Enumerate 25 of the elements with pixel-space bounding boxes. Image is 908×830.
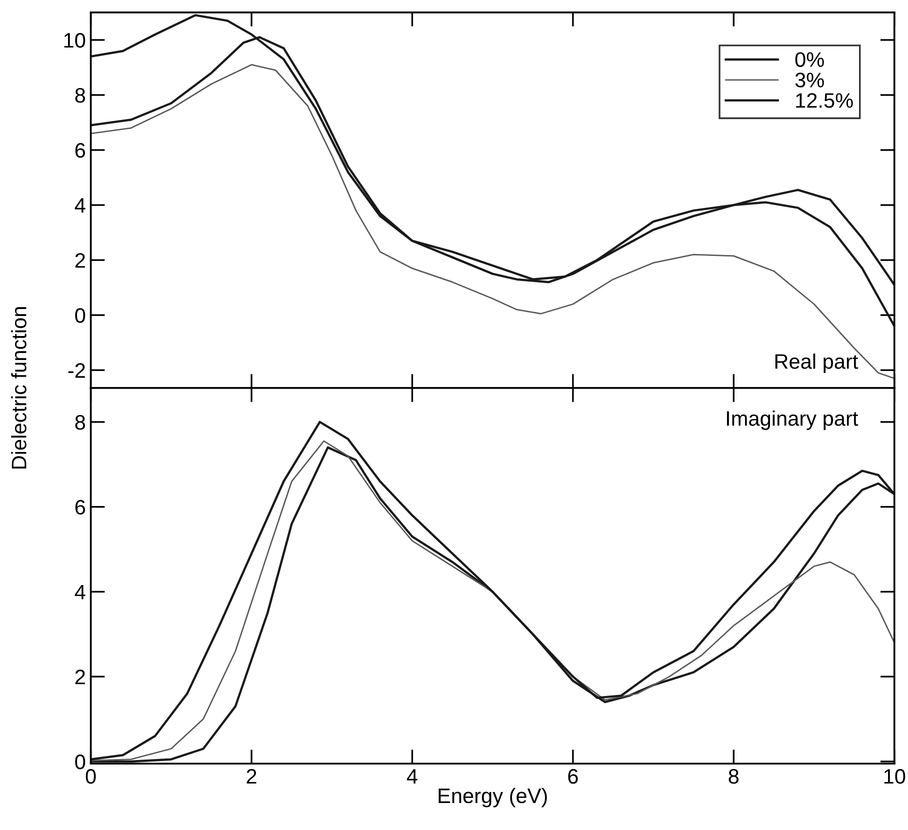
annotation: Imaginary part — [726, 410, 858, 430]
x-tick-label: 6 — [568, 769, 578, 784]
x-axis-title: Energy (eV) — [438, 788, 547, 808]
y-axis-title: Dielectric function — [11, 307, 26, 469]
y-tick-label: 2 — [75, 253, 85, 268]
x-tick-label: 2 — [246, 769, 256, 784]
x-tick-label: 10 — [884, 769, 906, 784]
legend-label: 12.5% — [796, 93, 853, 108]
y-tick-label: 2 — [75, 670, 85, 684]
y-tick-label: 6 — [75, 143, 86, 158]
y-tick-label: 0 — [75, 754, 86, 770]
x-tick-label: 8 — [728, 769, 739, 784]
annotation: Real part — [775, 354, 858, 373]
legend-label: 3% — [795, 72, 824, 88]
x-tick-label: 0 — [86, 769, 96, 784]
y-tick-label: 6 — [75, 500, 86, 515]
y-tick-label: 0 — [75, 308, 86, 323]
legend-label: 0% — [795, 52, 824, 67]
y-tick-label: -2 — [68, 363, 85, 378]
y-tick-label: 8 — [75, 414, 86, 430]
y-tick-label: 8 — [75, 88, 86, 103]
y-tick-label: 10 — [64, 32, 86, 48]
y-tick-label: 4 — [74, 584, 86, 600]
x-tick-label: 4 — [406, 769, 418, 784]
y-tick-label: 4 — [74, 198, 86, 213]
